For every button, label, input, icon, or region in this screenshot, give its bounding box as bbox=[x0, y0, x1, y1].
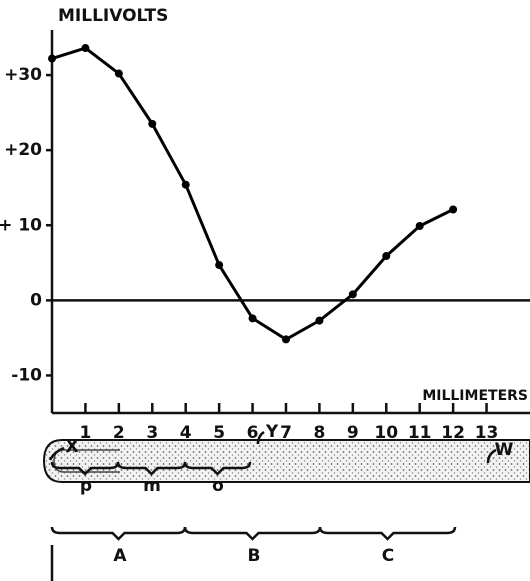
x-tick-label: 4 bbox=[180, 423, 192, 443]
x-tick-label: 7 bbox=[280, 423, 292, 443]
point bbox=[115, 70, 123, 78]
point bbox=[81, 44, 89, 52]
annotation: C bbox=[382, 546, 394, 566]
annotation: A bbox=[113, 546, 127, 566]
point bbox=[315, 317, 323, 325]
x-tick-label: 10 bbox=[374, 423, 398, 443]
brace bbox=[320, 527, 455, 539]
x-tick-label: 8 bbox=[313, 423, 325, 443]
rod bbox=[44, 440, 530, 482]
line bbox=[52, 48, 453, 339]
x-tick-label: 1 bbox=[80, 423, 92, 443]
annotation: B bbox=[248, 546, 261, 566]
point bbox=[382, 252, 390, 260]
point bbox=[282, 335, 290, 343]
x-tick-label: 2 bbox=[113, 423, 125, 443]
annotation: o bbox=[212, 476, 224, 496]
point bbox=[148, 120, 156, 128]
y-tick-label: +30 bbox=[4, 65, 42, 85]
x-tick-label: 3 bbox=[146, 423, 158, 443]
x-axis-label: MILLIMETERS bbox=[422, 388, 528, 404]
y-axis-label: MILLIVOLTS bbox=[58, 6, 168, 26]
point bbox=[349, 290, 357, 298]
brace bbox=[185, 527, 320, 539]
annotation: Y bbox=[265, 422, 279, 442]
y-tick-label: +20 bbox=[4, 140, 42, 160]
annotation: p bbox=[80, 476, 92, 496]
annotation: X bbox=[65, 437, 78, 457]
point bbox=[416, 222, 424, 230]
chart: MILLIVOLTS MILLIMETERS +30+20+ 100-10123… bbox=[0, 0, 530, 581]
point bbox=[215, 261, 223, 269]
y-tick-label: + 10 bbox=[0, 215, 42, 235]
brace bbox=[52, 527, 185, 539]
y-tick-label: -10 bbox=[11, 365, 42, 385]
annotation: m bbox=[143, 476, 161, 496]
x-tick-label: 9 bbox=[347, 423, 359, 443]
x-tick-label: 12 bbox=[441, 423, 465, 443]
x-tick-label: 11 bbox=[408, 423, 432, 443]
point bbox=[249, 314, 257, 322]
point bbox=[449, 205, 457, 213]
x-tick-label: 6 bbox=[247, 423, 259, 443]
annotation: W bbox=[495, 440, 514, 460]
y-tick-label: 0 bbox=[30, 290, 42, 310]
x-tick-label: 5 bbox=[213, 423, 225, 443]
point bbox=[182, 181, 190, 189]
point bbox=[48, 55, 56, 63]
